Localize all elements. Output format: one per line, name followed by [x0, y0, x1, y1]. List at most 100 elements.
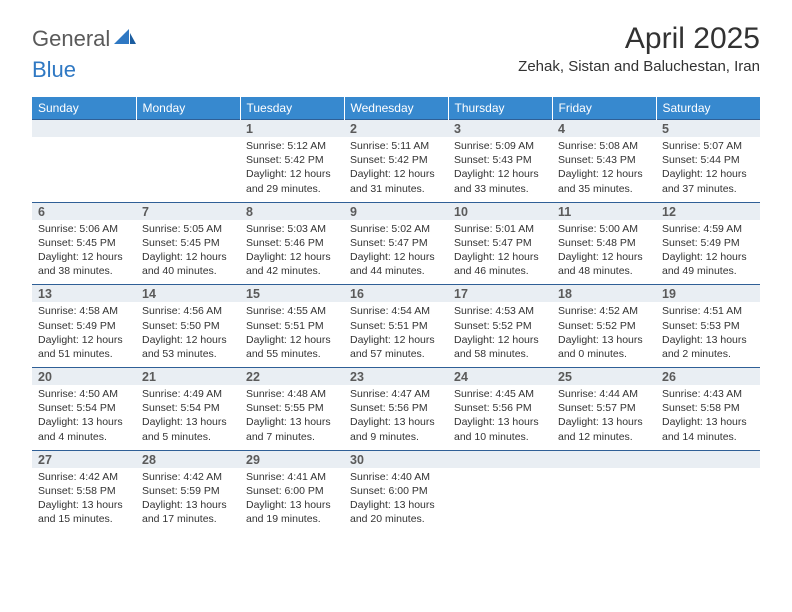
day-detail-text: Sunrise: 5:07 AMSunset: 5:44 PMDaylight:… [662, 139, 754, 196]
day-cell-number: 20 [32, 368, 136, 386]
day-cell-detail: Sunrise: 4:53 AMSunset: 5:52 PMDaylight:… [448, 302, 552, 367]
day-number: 29 [240, 451, 344, 468]
day-cell-detail: Sunrise: 5:05 AMSunset: 5:45 PMDaylight:… [136, 220, 240, 285]
day-cell-number: 5 [656, 120, 760, 138]
day-number: 2 [344, 120, 448, 137]
day-cell-number: 28 [136, 450, 240, 468]
day-detail-text: Sunrise: 4:58 AMSunset: 5:49 PMDaylight:… [38, 304, 130, 361]
day-detail-text: Sunrise: 5:11 AMSunset: 5:42 PMDaylight:… [350, 139, 442, 196]
day-cell-detail: Sunrise: 4:41 AMSunset: 6:00 PMDaylight:… [240, 468, 344, 533]
weekday-header: Tuesday [240, 97, 344, 120]
day-number: 28 [136, 451, 240, 468]
day-cell-number [136, 120, 240, 138]
day-number: 13 [32, 285, 136, 302]
day-cell-number: 3 [448, 120, 552, 138]
day-cell-number: 19 [656, 285, 760, 303]
day-cell-number: 1 [240, 120, 344, 138]
day-cell-number: 7 [136, 202, 240, 220]
day-cell-number [656, 450, 760, 468]
day-detail-text: Sunrise: 5:02 AMSunset: 5:47 PMDaylight:… [350, 222, 442, 279]
day-number: 6 [32, 203, 136, 220]
day-cell-detail: Sunrise: 4:44 AMSunset: 5:57 PMDaylight:… [552, 385, 656, 450]
day-number: 15 [240, 285, 344, 302]
day-cell-detail: Sunrise: 5:01 AMSunset: 5:47 PMDaylight:… [448, 220, 552, 285]
day-detail-text: Sunrise: 5:08 AMSunset: 5:43 PMDaylight:… [558, 139, 650, 196]
day-cell-number: 11 [552, 202, 656, 220]
day-cell-number: 13 [32, 285, 136, 303]
day-cell-detail: Sunrise: 5:07 AMSunset: 5:44 PMDaylight:… [656, 137, 760, 202]
day-cell-detail: Sunrise: 5:03 AMSunset: 5:46 PMDaylight:… [240, 220, 344, 285]
day-number: 8 [240, 203, 344, 220]
day-number: 22 [240, 368, 344, 385]
day-detail-text: Sunrise: 4:54 AMSunset: 5:51 PMDaylight:… [350, 304, 442, 361]
day-number: 4 [552, 120, 656, 137]
day-cell-detail: Sunrise: 4:42 AMSunset: 5:59 PMDaylight:… [136, 468, 240, 533]
day-number: 19 [656, 285, 760, 302]
day-detail-text: Sunrise: 5:05 AMSunset: 5:45 PMDaylight:… [142, 222, 234, 279]
day-cell-number: 8 [240, 202, 344, 220]
day-number: 30 [344, 451, 448, 468]
day-number-row: 6789101112 [32, 202, 760, 220]
day-cell-detail [32, 137, 136, 202]
day-number-row: 20212223242526 [32, 368, 760, 386]
day-cell-detail: Sunrise: 4:43 AMSunset: 5:58 PMDaylight:… [656, 385, 760, 450]
day-detail-row: Sunrise: 5:06 AMSunset: 5:45 PMDaylight:… [32, 220, 760, 285]
day-cell-detail: Sunrise: 4:47 AMSunset: 5:56 PMDaylight:… [344, 385, 448, 450]
weekday-header: Thursday [448, 97, 552, 120]
day-cell-detail [136, 137, 240, 202]
day-cell-number [448, 450, 552, 468]
day-cell-detail: Sunrise: 5:11 AMSunset: 5:42 PMDaylight:… [344, 137, 448, 202]
day-cell-number: 25 [552, 368, 656, 386]
day-detail-row: Sunrise: 4:50 AMSunset: 5:54 PMDaylight:… [32, 385, 760, 450]
day-detail-text: Sunrise: 5:12 AMSunset: 5:42 PMDaylight:… [246, 139, 338, 196]
day-cell-detail [552, 468, 656, 533]
day-detail-text: Sunrise: 4:40 AMSunset: 6:00 PMDaylight:… [350, 470, 442, 527]
day-number: 25 [552, 368, 656, 385]
day-detail-text: Sunrise: 4:52 AMSunset: 5:52 PMDaylight:… [558, 304, 650, 361]
day-cell-detail: Sunrise: 4:54 AMSunset: 5:51 PMDaylight:… [344, 302, 448, 367]
day-number: 1 [240, 120, 344, 137]
day-detail-text: Sunrise: 4:47 AMSunset: 5:56 PMDaylight:… [350, 387, 442, 444]
day-detail-text: Sunrise: 4:50 AMSunset: 5:54 PMDaylight:… [38, 387, 130, 444]
day-cell-detail: Sunrise: 5:08 AMSunset: 5:43 PMDaylight:… [552, 137, 656, 202]
calendar-table: Sunday Monday Tuesday Wednesday Thursday… [32, 97, 760, 532]
day-detail-row: Sunrise: 5:12 AMSunset: 5:42 PMDaylight:… [32, 137, 760, 202]
day-cell-number: 15 [240, 285, 344, 303]
day-number: 7 [136, 203, 240, 220]
day-detail-text: Sunrise: 4:51 AMSunset: 5:53 PMDaylight:… [662, 304, 754, 361]
day-number: 26 [656, 368, 760, 385]
day-number-row: 13141516171819 [32, 285, 760, 303]
day-number: 24 [448, 368, 552, 385]
day-detail-text: Sunrise: 5:03 AMSunset: 5:46 PMDaylight:… [246, 222, 338, 279]
day-number: 9 [344, 203, 448, 220]
logo: General [32, 26, 136, 52]
day-cell-number: 22 [240, 368, 344, 386]
day-number: 10 [448, 203, 552, 220]
day-number: 20 [32, 368, 136, 385]
day-detail-text: Sunrise: 4:59 AMSunset: 5:49 PMDaylight:… [662, 222, 754, 279]
day-number: 14 [136, 285, 240, 302]
day-cell-detail: Sunrise: 5:02 AMSunset: 5:47 PMDaylight:… [344, 220, 448, 285]
day-cell-detail: Sunrise: 4:42 AMSunset: 5:58 PMDaylight:… [32, 468, 136, 533]
day-number: 11 [552, 203, 656, 220]
logo-text-1: General [32, 26, 110, 52]
day-cell-detail: Sunrise: 4:40 AMSunset: 6:00 PMDaylight:… [344, 468, 448, 533]
day-detail-text: Sunrise: 4:48 AMSunset: 5:55 PMDaylight:… [246, 387, 338, 444]
day-cell-detail: Sunrise: 5:12 AMSunset: 5:42 PMDaylight:… [240, 137, 344, 202]
day-detail-text: Sunrise: 5:00 AMSunset: 5:48 PMDaylight:… [558, 222, 650, 279]
day-number: 18 [552, 285, 656, 302]
day-detail-text: Sunrise: 4:42 AMSunset: 5:59 PMDaylight:… [142, 470, 234, 527]
day-number-row: 12345 [32, 120, 760, 138]
day-number: 12 [656, 203, 760, 220]
day-number: 17 [448, 285, 552, 302]
day-detail-text: Sunrise: 4:45 AMSunset: 5:56 PMDaylight:… [454, 387, 546, 444]
day-cell-number: 2 [344, 120, 448, 138]
day-cell-number [552, 450, 656, 468]
day-cell-number: 18 [552, 285, 656, 303]
weekday-header: Wednesday [344, 97, 448, 120]
day-detail-text: Sunrise: 4:42 AMSunset: 5:58 PMDaylight:… [38, 470, 130, 527]
day-cell-number: 10 [448, 202, 552, 220]
day-cell-detail: Sunrise: 5:06 AMSunset: 5:45 PMDaylight:… [32, 220, 136, 285]
day-cell-detail [448, 468, 552, 533]
day-cell-detail: Sunrise: 4:45 AMSunset: 5:56 PMDaylight:… [448, 385, 552, 450]
